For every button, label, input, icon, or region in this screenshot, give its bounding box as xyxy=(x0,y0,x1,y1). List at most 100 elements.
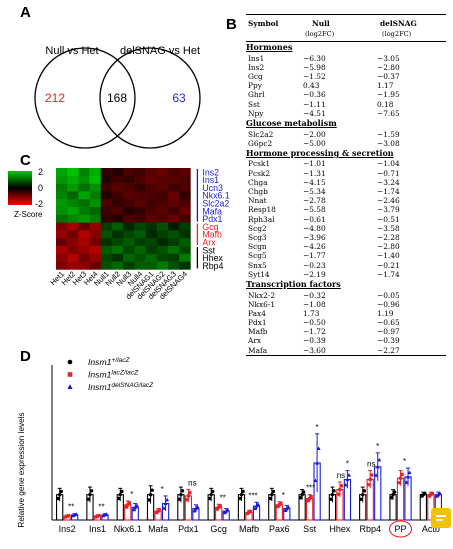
table-cell-symbol: Ppy xyxy=(248,81,262,91)
table-cell-null: −1.08 xyxy=(303,299,326,309)
table-cell-del: −3.79 xyxy=(377,205,400,215)
data-point xyxy=(131,507,136,512)
heatmap-row-label: Slc2a2 xyxy=(202,199,229,209)
table-cell-del: −2.80 xyxy=(377,242,400,252)
data-point xyxy=(374,473,379,477)
table-cell-null: −0.39 xyxy=(303,336,326,346)
heatmap-cell xyxy=(145,175,158,184)
significance-label: ns xyxy=(367,460,375,469)
data-point xyxy=(120,489,124,494)
heatmap-cell xyxy=(100,175,113,184)
heatmap: 2 0 -2 Z-Score Ins2Ins1Ucn3Nkx6.1Slc2a2M… xyxy=(8,167,230,301)
venn-overlap-count: 168 xyxy=(107,91,127,105)
x-tick-label: Pax6 xyxy=(269,524,290,534)
heatmap-cell xyxy=(112,238,124,247)
data-point xyxy=(238,496,242,501)
heatmap-cell xyxy=(67,214,79,223)
data-point xyxy=(391,492,395,497)
table-cell-del: 1.17 xyxy=(377,81,394,91)
significance-label: ** xyxy=(98,503,104,512)
table-row: Sst −1.11 0.18 xyxy=(246,100,446,109)
heatmap-cell xyxy=(123,214,135,223)
data-point xyxy=(118,492,122,497)
zscore-tick-top: 2 xyxy=(38,167,43,177)
heatmap-cell xyxy=(145,238,158,247)
data-point xyxy=(133,505,138,509)
data-point xyxy=(330,492,335,497)
table-cell-symbol: Chga xyxy=(248,177,268,187)
heatmap-cell xyxy=(156,207,169,216)
zscore-colorbar: 2 0 -2 Z-Score xyxy=(8,167,43,219)
expression-bar-chart: Relative gene expression levels Insm1+/l… xyxy=(17,357,446,538)
table-cell-del: −0.51 xyxy=(377,214,400,224)
heatmap-cell xyxy=(100,261,113,270)
heatmap-cell xyxy=(168,253,180,262)
table-cell-null: −4.51 xyxy=(303,108,326,118)
heatmap-cell xyxy=(89,175,102,184)
significance-label: * xyxy=(376,442,379,451)
heatmap-cell xyxy=(67,168,79,177)
data-point xyxy=(195,504,200,509)
data-point xyxy=(329,497,333,501)
heatmap-cell xyxy=(56,246,68,255)
table-cell-del: −3.08 xyxy=(377,138,400,148)
heatmap-cell xyxy=(168,168,180,177)
heatmap-cell xyxy=(67,175,79,184)
heatmap-cell xyxy=(179,191,191,200)
data-point xyxy=(74,512,79,516)
chat-icon xyxy=(436,515,446,517)
heatmap-cell xyxy=(168,261,180,270)
data-point xyxy=(286,505,291,509)
table-cell-symbol: Scg5 xyxy=(248,251,267,261)
table-cell-del: −1.95 xyxy=(377,90,400,100)
heatmap-cell xyxy=(134,253,146,262)
heatmap-cell xyxy=(179,230,191,239)
data-point xyxy=(359,497,363,501)
heatmap-cell xyxy=(112,191,124,200)
significance-label: * xyxy=(403,457,406,466)
legend-entry-gene: Insm1 xyxy=(88,370,112,380)
chat-button[interactable] xyxy=(431,508,451,528)
heatmap-cell xyxy=(123,230,135,239)
heatmap-row-label: Nkx6.1 xyxy=(202,191,229,201)
x-tick-label: Actb xyxy=(422,524,440,534)
data-point xyxy=(283,508,288,513)
data-point xyxy=(339,484,344,488)
heatmap-cell xyxy=(112,183,124,192)
data-point xyxy=(253,506,257,510)
table-cell-symbol: Syt14 xyxy=(248,269,270,279)
x-tick-label: Nkx6.1 xyxy=(114,524,142,534)
heatmap-cell xyxy=(56,168,68,177)
heatmap-cell xyxy=(134,222,146,231)
table-row: Pcsk1 −1.01 −1.04 xyxy=(246,159,446,168)
data-point xyxy=(309,494,313,499)
table-cell-del: −0.05 xyxy=(377,290,400,300)
zscore-tick-bottom: -2 xyxy=(35,199,43,209)
legend-entry: Insm1+/lacZ xyxy=(88,357,131,367)
log2fc-table: Symbol Null (log2FC) delSNAG (log2FC) Ho… xyxy=(246,14,446,356)
heatmap-cell xyxy=(156,261,169,270)
table-cell-null: −0.23 xyxy=(303,260,326,270)
table-cell-del: −2.27 xyxy=(377,345,400,355)
data-point xyxy=(94,515,98,519)
table-cell-symbol: Pax4 xyxy=(248,308,266,318)
legend-entry-genotype: delSNAG/lacZ xyxy=(111,382,154,389)
header-delsnag-unit: (log2FC) xyxy=(382,30,412,38)
table-section-title: Glucose metabolism xyxy=(246,117,337,128)
table-cell-del: −3.58 xyxy=(377,223,400,233)
table-cell-null: −1.52 xyxy=(303,71,326,81)
table-row: Nkx6-1 −1.08 −0.96 xyxy=(246,300,446,309)
table-cell-del: −7.65 xyxy=(377,108,400,118)
legend-entry: Insm1lacZ/lacZ xyxy=(88,370,139,380)
x-tick-label: Rbp4 xyxy=(359,524,381,534)
heatmap-cell xyxy=(112,222,124,231)
heatmap-cell xyxy=(67,253,79,262)
legend-entry: Insm1delSNAG/lacZ xyxy=(88,382,154,392)
heatmap-cell xyxy=(56,230,68,239)
header-delsnag: delSNAG xyxy=(380,19,417,28)
data-point xyxy=(207,496,212,501)
data-point xyxy=(438,491,442,495)
heatmap-cell xyxy=(156,199,169,208)
heatmap-cell xyxy=(156,168,169,177)
heatmap-cell xyxy=(179,222,191,231)
